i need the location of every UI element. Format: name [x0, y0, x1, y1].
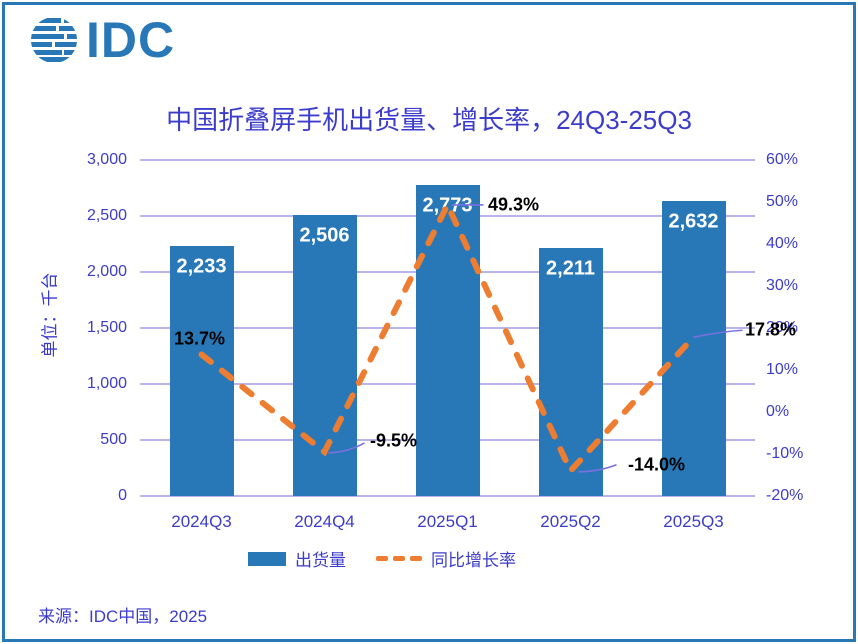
left-axis-tick: 1,000	[86, 375, 127, 392]
x-axis-label-2025Q3: 2025Q3	[663, 512, 724, 531]
bar-2025Q3	[661, 201, 726, 496]
legend-item-shipments: 出货量	[248, 546, 346, 571]
legend: 出货量 同比增长率	[0, 546, 764, 571]
chart-title: 中国折叠屏手机出货量、增长率，24Q3-25Q3	[166, 105, 692, 135]
right-axis-tick: 10%	[766, 361, 799, 378]
label-leader-line	[578, 464, 617, 473]
label-leader-line	[328, 442, 365, 454]
left-axis-tick: 500	[100, 431, 127, 448]
source-note: 来源：IDC中国，2025	[38, 607, 208, 626]
left-axis-tick: 0	[118, 487, 127, 504]
growth-label-2024Q4: -9.5%	[369, 430, 418, 451]
growth-dashed-line	[198, 197, 697, 477]
idc-globe-icon	[31, 18, 77, 62]
idc-logo: IDC	[30, 12, 176, 68]
left-axis-tick: 2,000	[86, 263, 127, 280]
right-axis-tick: -20%	[766, 487, 804, 504]
left-axis-unit-label: 单位：千台	[40, 272, 60, 358]
gridline	[140, 495, 755, 497]
bar-label-2024Q4: 2,506	[299, 224, 350, 247]
growth-label-2025Q3: 17.8%	[744, 319, 797, 340]
label-leader-line	[693, 329, 743, 339]
right-axis-tick: 30%	[766, 277, 799, 294]
x-axis-label-2024Q3: 2024Q3	[171, 512, 232, 531]
right-axis-tick: 20%	[766, 319, 799, 336]
right-axis-tick: -10%	[766, 445, 804, 462]
bar-label-2025Q3: 2,632	[668, 210, 719, 233]
right-axis-tick: 60%	[766, 151, 799, 168]
x-axis-label-2024Q4: 2024Q4	[294, 512, 355, 531]
idc-logo-text: IDC	[86, 12, 176, 68]
x-axis-label-2025Q2: 2025Q2	[540, 512, 601, 531]
bar-label-2025Q1: 2,773	[422, 194, 473, 217]
growth-label-2024Q3: 13.7%	[173, 328, 226, 349]
bar-label-2025Q2: 2,211	[546, 257, 595, 280]
legend-growth-label: 同比增长率	[431, 551, 516, 570]
legend-shipments-label: 出货量	[295, 551, 346, 570]
bar-2025Q2	[538, 248, 603, 496]
plot-area: 2,233 2,506 2,773 2,211 2,632 13.7% -9.5% 49.3…	[140, 159, 796, 497]
bar-label-2024Q3: 2,233	[176, 255, 227, 278]
right-axis-tick: 50%	[766, 193, 799, 210]
legend-item-growth: 同比增长率	[376, 546, 516, 571]
right-axis-tick: 0%	[766, 403, 790, 420]
growth-label-2025Q2: -14.0%	[627, 454, 686, 475]
left-axis-tick: 1,500	[86, 319, 127, 336]
left-axis-tick: 3,000	[86, 151, 127, 168]
growth-label-2025Q1: 49.3%	[487, 194, 540, 215]
growth-line	[198, 197, 743, 477]
x-axis-label-2025Q1: 2025Q1	[417, 512, 478, 531]
right-axis-tick: 40%	[766, 235, 799, 252]
legend-dash-swatch	[376, 556, 422, 561]
gridline	[140, 159, 755, 161]
left-axis-tick: 2,500	[86, 207, 127, 224]
bar-2025Q1	[415, 185, 480, 496]
legend-bar-swatch	[248, 551, 286, 566]
